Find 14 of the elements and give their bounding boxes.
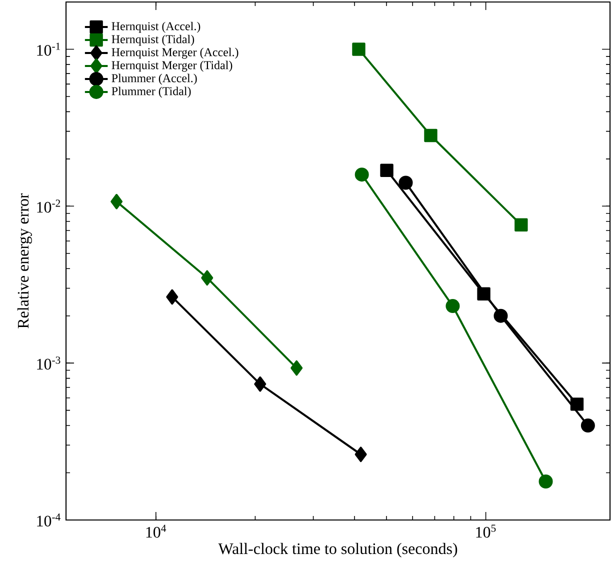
legend-label: Hernquist Merger (Accel.) bbox=[112, 48, 238, 59]
y-tick-label: 10$^{-4}$ bbox=[37, 514, 60, 526]
legend-label: Plummer (Tidal) bbox=[112, 86, 191, 98]
legend-label: Hernquist (Accel.) bbox=[112, 22, 200, 33]
x-tick-label: 10$^{5}$ bbox=[476, 524, 496, 538]
y-tick-label: 10$^{-1}$ bbox=[37, 42, 60, 56]
y-axis-title: Relative energy error bbox=[17, 193, 32, 328]
y-tick-label: 10$^{-2}$ bbox=[37, 200, 60, 213]
y-tick-label: 10$^{-3}$ bbox=[37, 356, 60, 370]
legend-label: Hernquist Merger (Tidal) bbox=[112, 60, 232, 72]
legend-label: Plummer (Accel.) bbox=[112, 74, 197, 85]
x-tick-label: 10$^{4}$ bbox=[146, 524, 166, 538]
x-axis-title: Wall-clock time to solution (seconds) bbox=[218, 542, 458, 558]
legend-label: Hernquist (Tidal) bbox=[112, 34, 194, 46]
